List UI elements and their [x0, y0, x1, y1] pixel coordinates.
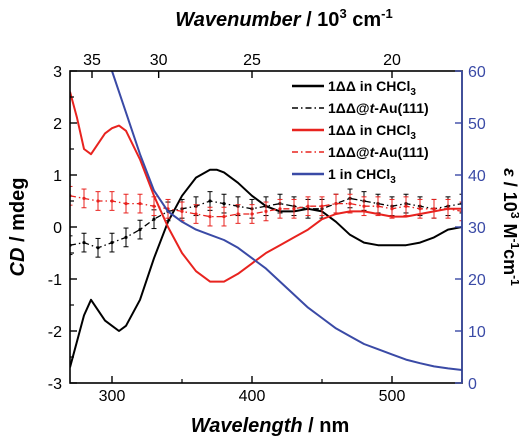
y2-tick-label: 10	[468, 324, 486, 341]
data-point	[250, 212, 254, 216]
data-point	[320, 204, 324, 208]
data-point	[362, 204, 366, 208]
data-point	[236, 212, 240, 216]
data-point	[222, 202, 226, 206]
data-point	[264, 209, 268, 213]
data-point	[110, 199, 114, 203]
y-tick-label: 3	[53, 64, 62, 81]
data-point	[390, 207, 394, 211]
x-tick-label: 300	[99, 388, 126, 405]
data-point	[194, 212, 198, 216]
y-tick-label: -2	[48, 324, 62, 341]
data-point	[180, 209, 184, 213]
data-point	[82, 196, 86, 200]
data-point	[96, 246, 100, 250]
y2-tick-label: 0	[468, 376, 477, 393]
data-point	[404, 204, 408, 208]
axis-titles: Wavenumber / 103 cm-1 Wavelength / nm CD /…	[7, 6, 519, 437]
data-point	[138, 228, 142, 232]
data-point	[348, 202, 352, 206]
top-tick-label: 30	[150, 52, 168, 69]
data-point	[376, 204, 380, 208]
y2-tick-label: 20	[468, 272, 486, 289]
legend: 1ΔΔ in CHCl3 1ΔΔ@t-Au(111) 1ΔΔ in CHCl3 1ΔΔ…	[292, 78, 429, 186]
x-axis-title: Wavelength / nm	[191, 415, 350, 437]
data-point	[152, 204, 156, 208]
series-line	[70, 197, 462, 249]
x-tick-label: 500	[379, 388, 406, 405]
data-point	[432, 207, 436, 211]
top-axis-title: Wavenumber / 103 cm-1	[175, 6, 392, 31]
data-point	[292, 207, 296, 211]
data-point	[306, 204, 310, 208]
y2-tick-label: 40	[468, 168, 486, 185]
data-point	[418, 207, 422, 211]
data-point	[278, 207, 282, 211]
legend-label: 1ΔΔ@t-Au(111)	[328, 100, 429, 116]
data-point	[222, 215, 226, 219]
y-tick-label: 1	[53, 168, 62, 185]
data-point	[334, 202, 338, 206]
y-tick-label: 0	[53, 220, 62, 237]
y-tick-label: 2	[53, 116, 62, 133]
series-line	[111, 71, 462, 371]
legend-label: 1ΔΔ in CHCl3	[328, 78, 416, 98]
data-point	[96, 199, 100, 203]
data-point	[110, 241, 114, 245]
y-tick-label: -1	[48, 272, 62, 289]
legend-label: 1ΔΔ in CHCl3	[328, 122, 416, 142]
y2-tick-label: 30	[468, 220, 486, 237]
y-tick-label: -3	[48, 376, 62, 393]
series-line	[70, 91, 462, 283]
y2-tick-label: 50	[468, 116, 486, 133]
y-axis-title: CD / mdeg	[7, 178, 29, 277]
data-point	[138, 202, 142, 206]
data-point	[208, 215, 212, 219]
data-point	[446, 207, 450, 211]
top-tick-label: 25	[243, 52, 261, 69]
data-point	[124, 235, 128, 239]
y2-tick-label: 60	[468, 64, 486, 81]
top-tick-label: 35	[83, 52, 101, 69]
series-line	[70, 168, 462, 368]
legend-label: 1 in CHCl3	[328, 166, 396, 186]
x-tick-label: 400	[239, 388, 266, 405]
data-point	[124, 202, 128, 206]
top-tick-label: 20	[383, 52, 401, 69]
legend-label: 1ΔΔ@t-Au(111)	[328, 144, 429, 160]
data-point	[152, 217, 156, 221]
data-point	[208, 199, 212, 203]
y2-axis-title: ε / 103 M-1cm-1	[500, 168, 519, 286]
data-point	[82, 241, 86, 245]
